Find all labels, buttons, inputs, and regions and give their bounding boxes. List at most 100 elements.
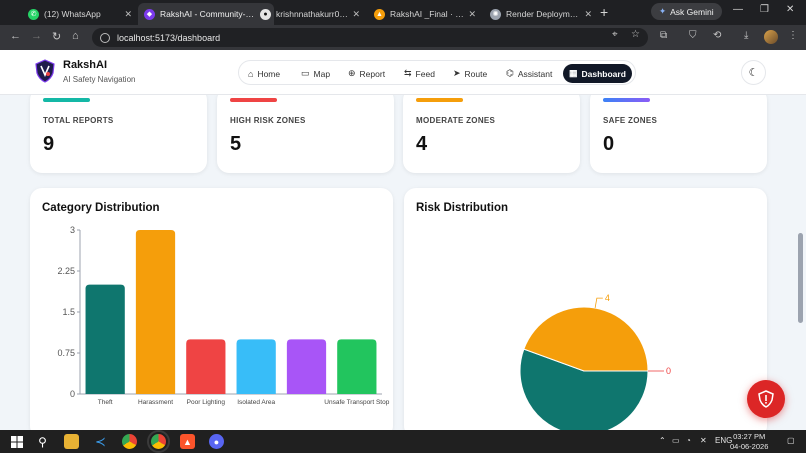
map-icon: ▭ bbox=[301, 68, 310, 78]
extensions-icon[interactable]: ⧉ bbox=[660, 30, 668, 41]
nav-feed[interactable]: ⇆ Feed bbox=[398, 64, 441, 83]
close-icon[interactable]: ✕ bbox=[124, 8, 132, 19]
bar[interactable] bbox=[286, 339, 327, 394]
moon-icon: ☾ bbox=[748, 67, 759, 79]
url-text: localhost:5173/dashboard bbox=[117, 32, 221, 43]
close-icon[interactable]: ✕ bbox=[352, 8, 360, 19]
y-tick-label: 0.75 bbox=[57, 348, 75, 358]
github-icon: ● bbox=[260, 8, 271, 20]
stat-value: 0 bbox=[603, 133, 615, 155]
risk-distribution-card: Risk Distribution 540 bbox=[404, 188, 767, 430]
stat-accent-bar bbox=[416, 98, 463, 102]
bar[interactable] bbox=[186, 339, 226, 394]
search-icon[interactable]: ⚲ bbox=[38, 434, 47, 449]
bookmark-star-icon[interactable]: ☆ bbox=[631, 29, 640, 40]
vscode-icon[interactable]: ≺ bbox=[95, 433, 106, 449]
tab-label: Render Deployment Issue bbox=[506, 9, 581, 19]
sos-button[interactable] bbox=[747, 380, 785, 418]
reload-icon[interactable]: ↻ bbox=[52, 31, 62, 43]
nav-assistant[interactable]: ⌬ Assistant bbox=[500, 64, 558, 83]
forward-icon[interactable]: → bbox=[31, 30, 42, 42]
chevron-up-icon[interactable]: ⌃ bbox=[659, 436, 666, 445]
nav-label: Route bbox=[464, 68, 488, 79]
nav-report[interactable]: ⊕ Report bbox=[342, 64, 391, 83]
nav-label: Assistant bbox=[517, 68, 553, 79]
chart-title: Risk Distribution bbox=[416, 202, 509, 214]
stat-accent-bar bbox=[603, 98, 650, 102]
back-icon[interactable]: ← bbox=[10, 30, 21, 42]
x-tick-label: Unsafe Transport Stop bbox=[324, 399, 389, 406]
browser-tab-whatsapp[interactable]: ✆ (12) WhatsApp ✕ bbox=[22, 3, 138, 25]
address-bar: ← → ↻ ⌂ localhost:5173/dashboard ⌖ ☆ ⧉ ⛉… bbox=[0, 25, 806, 50]
x-tick-label: Harassment bbox=[138, 399, 173, 406]
bar[interactable] bbox=[337, 339, 377, 394]
new-tab-icon[interactable]: + bbox=[600, 4, 609, 20]
bar[interactable] bbox=[85, 284, 125, 394]
bar[interactable] bbox=[236, 339, 276, 394]
url-input[interactable]: localhost:5173/dashboard bbox=[92, 28, 648, 47]
report-icon: ⊕ bbox=[348, 68, 356, 78]
y-tick-label: 0 bbox=[70, 389, 75, 399]
chart-title: Category Distribution bbox=[42, 202, 160, 214]
brave-icon[interactable]: ▲ bbox=[180, 434, 195, 449]
ask-gemini-button[interactable]: ✦ Ask Gemini bbox=[651, 3, 722, 20]
restore-icon[interactable]: ❐ bbox=[760, 4, 769, 15]
home-icon: ⌂ bbox=[248, 68, 254, 79]
stat-label: TOTAL REPORTS bbox=[43, 116, 114, 125]
page-scrollbar[interactable] bbox=[798, 233, 803, 323]
file-explorer-icon[interactable] bbox=[64, 434, 79, 449]
profile-avatar[interactable] bbox=[764, 30, 778, 44]
bar[interactable] bbox=[135, 230, 176, 394]
display-icon[interactable]: ▭ bbox=[672, 436, 680, 445]
browser-tab-render[interactable]: ▲ RakshAI _Final · Web Service ✕ bbox=[368, 3, 482, 25]
mute-icon[interactable]: ✕ bbox=[700, 436, 707, 445]
close-window-icon[interactable]: ✕ bbox=[786, 4, 795, 15]
menu-icon[interactable]: ⋮ bbox=[788, 30, 798, 41]
browser-tab-chatgpt[interactable]: ✺ Render Deployment Issue ✕ bbox=[484, 3, 598, 25]
incognito-icon[interactable]: ⛉ bbox=[689, 30, 697, 41]
close-icon[interactable]: ✕ bbox=[468, 8, 476, 19]
chrome-icon[interactable] bbox=[147, 430, 170, 453]
nav-route[interactable]: ➤ Route bbox=[447, 64, 493, 83]
rakshai-icon: ◆ bbox=[144, 8, 155, 20]
chrome-icon[interactable] bbox=[122, 434, 137, 449]
brand-name: RakshAI bbox=[63, 59, 108, 71]
stat-card-high-risk: HIGH RISK ZONES 5 bbox=[217, 88, 394, 173]
pie-slice[interactable] bbox=[519, 348, 649, 430]
history-icon[interactable]: ⟲ bbox=[713, 30, 722, 41]
tab-label: (12) WhatsApp bbox=[44, 9, 101, 19]
pie-label: 0 bbox=[666, 366, 671, 376]
nav-label: Home bbox=[257, 68, 281, 79]
chatgpt-icon: ✺ bbox=[490, 8, 501, 20]
stat-value: 9 bbox=[43, 133, 55, 155]
brand-tagline: AI Safety Navigation bbox=[63, 75, 136, 84]
stat-label: SAFE ZONES bbox=[603, 116, 658, 125]
nav-label: Map bbox=[313, 68, 331, 79]
stat-accent-bar bbox=[230, 98, 277, 102]
x-tick-label: Isolated Area bbox=[237, 399, 275, 406]
location-icon[interactable]: ⌖ bbox=[612, 29, 618, 40]
close-icon[interactable]: ✕ bbox=[584, 8, 592, 19]
nav-home[interactable]: ⌂ Home bbox=[242, 64, 286, 83]
network-icon[interactable]: ◔ bbox=[686, 436, 691, 445]
notification-icon[interactable]: ▢ bbox=[787, 436, 795, 445]
home-icon[interactable]: ⌂ bbox=[72, 30, 79, 42]
download-icon[interactable]: ⤓ bbox=[744, 30, 749, 41]
stat-value: 5 bbox=[230, 133, 242, 155]
theme-toggle-button[interactable]: ☾ bbox=[741, 60, 766, 85]
pie-slice[interactable] bbox=[523, 306, 649, 372]
rakshai-logo[interactable] bbox=[35, 59, 55, 83]
site-info-icon[interactable] bbox=[100, 32, 110, 43]
nav-label: Feed bbox=[415, 68, 435, 79]
app-icon[interactable]: ● bbox=[209, 434, 224, 449]
app-viewport: TOTAL REPORTS 9 HIGH RISK ZONES 5 MODERA… bbox=[0, 50, 806, 430]
app-header: RakshAI AI Safety Navigation ⌂ Home ▭ Map … bbox=[0, 50, 806, 95]
clock[interactable]: 03:27 PM 04-06-2026 bbox=[730, 432, 768, 452]
language-indicator[interactable]: ENG bbox=[715, 436, 733, 445]
windows-icon[interactable] bbox=[9, 434, 24, 449]
nav-dashboard[interactable]: ▦ Dashboard bbox=[563, 64, 632, 83]
windows-taskbar: ⚲ ≺ ▲ ● ⌃ ▭ ◔ ✕ ENG 03:27 PM 04-06-2026 … bbox=[0, 430, 806, 453]
browser-tab-github[interactable]: ● krishnnathakurr0611-hack ✕ bbox=[254, 3, 366, 25]
nav-map[interactable]: ▭ Map bbox=[295, 64, 336, 83]
minimize-icon[interactable]: — bbox=[733, 4, 743, 15]
